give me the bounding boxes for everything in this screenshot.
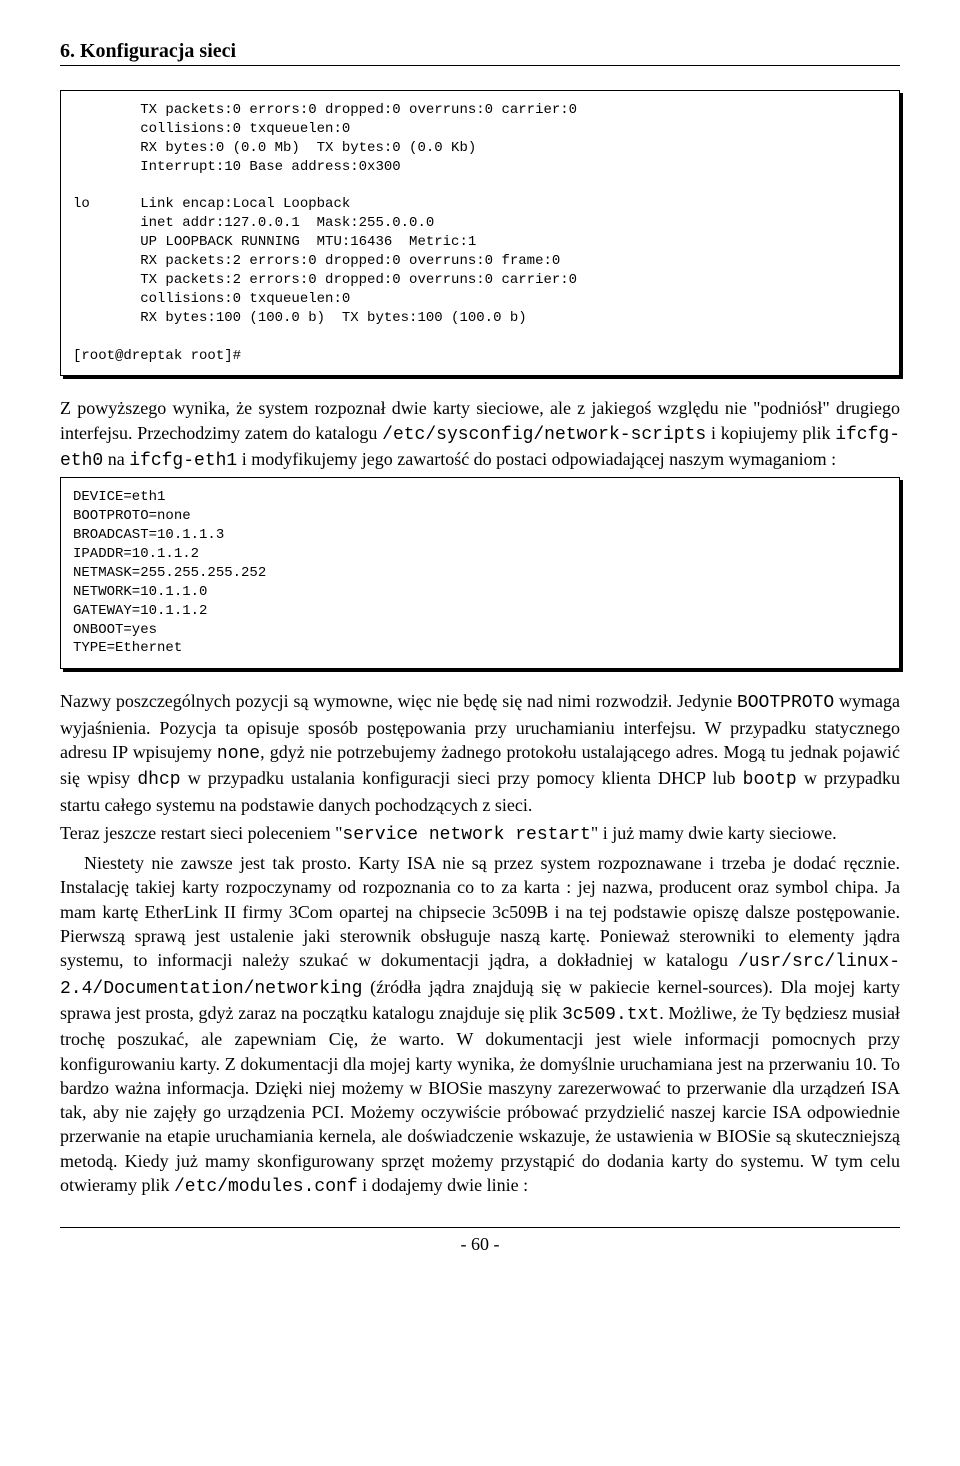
paragraph-2: Nazwy poszczególnych pozycji są wymowne,…	[60, 689, 900, 816]
header-rule	[60, 65, 900, 66]
text: i modyfikujemy jego zawartość do postaci…	[237, 449, 836, 469]
inline-code: service network restart	[342, 825, 590, 845]
text: i kopiujemy plik	[706, 423, 835, 443]
paragraph-1: Z powyższego wynika, że system rozpoznał…	[60, 396, 900, 473]
text: . Możliwe, że Ty będziesz musiał trochę …	[60, 1003, 900, 1195]
inline-code: BOOTPROTO	[737, 693, 834, 713]
paragraph-3: Teraz jeszcze restart sieci poleceniem "…	[60, 821, 900, 847]
footer-rule	[60, 1227, 900, 1228]
code-block-2: DEVICE=eth1 BOOTPROTO=none BROADCAST=10.…	[60, 477, 900, 669]
text: " i już mamy dwie karty sieciowe.	[591, 823, 837, 843]
inline-code: bootp	[743, 770, 797, 790]
inline-code: 3c509.txt	[562, 1005, 659, 1025]
inline-code: /etc/sysconfig/network-scripts	[382, 425, 706, 445]
text: Nazwy poszczególnych pozycji są wymowne,…	[60, 691, 737, 711]
section-title: 6. Konfiguracja sieci	[60, 40, 900, 63]
inline-code: none	[217, 744, 260, 764]
code-block-1: TX packets:0 errors:0 dropped:0 overruns…	[60, 90, 900, 376]
text: na	[103, 449, 129, 469]
page-number: - 60 -	[60, 1234, 900, 1255]
inline-code: dhcp	[137, 770, 180, 790]
text: Teraz jeszcze restart sieci poleceniem "	[60, 823, 342, 843]
inline-code: ifcfg-eth1	[129, 451, 237, 471]
paragraph-4: Niestety nie zawsze jest tak prosto. Kar…	[60, 851, 900, 1199]
inline-code: /etc/modules.conf	[174, 1177, 358, 1197]
text: i dodajemy dwie linie :	[358, 1175, 528, 1195]
text: w przypadku ustalania konfiguracji sieci…	[181, 768, 743, 788]
